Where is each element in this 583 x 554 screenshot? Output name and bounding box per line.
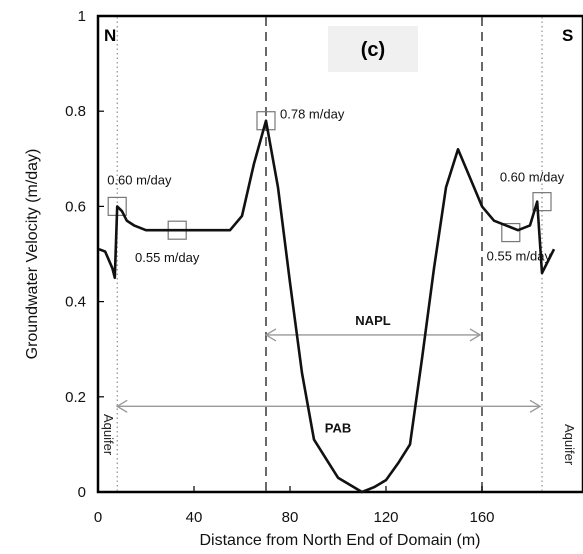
x-tick-label-4: 160 (469, 509, 494, 526)
span-label-0: NAPL (355, 313, 390, 328)
plot-frame (96, 14, 583, 494)
aquifer-label-north: Aquifer (101, 414, 116, 456)
x-tick-label-0: 0 (94, 509, 102, 526)
panel-label: (c) (361, 39, 385, 61)
x-tick-label-1: 40 (186, 509, 203, 526)
y-tick-label-0: 0 (78, 484, 86, 501)
span-arrowhead-right-0 (469, 328, 482, 342)
y-tick-label-3: 0.6 (65, 198, 86, 215)
span-arrows: NAPL PAB (115, 313, 542, 435)
annotation-label-4: 0.55 m/day (487, 249, 552, 264)
span-label-1: PAB (325, 420, 351, 435)
y-tick-label-1: 0.2 (65, 389, 86, 406)
x-tick-label-2: 80 (282, 509, 299, 526)
x-axis-label: Distance from North End of Domain (m) (200, 532, 481, 549)
annotation-labels: 0.78 m/day 0.60 m/day 0.55 m/day 0.60 m/day… (107, 107, 564, 265)
y-tick-label-2: 0.4 (65, 294, 86, 311)
north-label: N (104, 26, 116, 45)
span-arrowhead-left-0 (264, 328, 277, 342)
span-arrowhead-right-1 (529, 399, 542, 413)
y-tick-label-5: 1 (78, 8, 86, 25)
annotation-box-0 (256, 111, 276, 131)
y-axis-label: Groundwater Velocity (m/day) (24, 149, 41, 360)
annotation-label-1: 0.60 m/day (107, 172, 172, 187)
annotation-boxes (107, 111, 552, 243)
y-tick-label-4: 0.8 (65, 103, 86, 120)
annotation-label-2: 0.55 m/day (135, 250, 200, 265)
panel-label-background (328, 26, 418, 72)
velocity-series-line-0 (98, 119, 556, 494)
x-axis-ticks: 0 40 80 120 160 (94, 486, 495, 526)
reference-lines (116, 17, 543, 491)
span-arrowhead-left-1 (115, 399, 128, 413)
y-axis-ticks: 0 0.2 0.4 0.6 0.8 1 (65, 8, 104, 501)
annotation-box-3 (532, 192, 552, 212)
annotation-box-4 (501, 222, 521, 243)
x-tick-label-3: 120 (373, 509, 398, 526)
aquifer-label-south: Aquifer (562, 424, 577, 466)
annotation-label-0: 0.78 m/day (280, 107, 345, 122)
series-layer (98, 119, 556, 494)
annotation-label-3: 0.60 m/day (500, 170, 565, 185)
south-label: S (562, 26, 573, 45)
